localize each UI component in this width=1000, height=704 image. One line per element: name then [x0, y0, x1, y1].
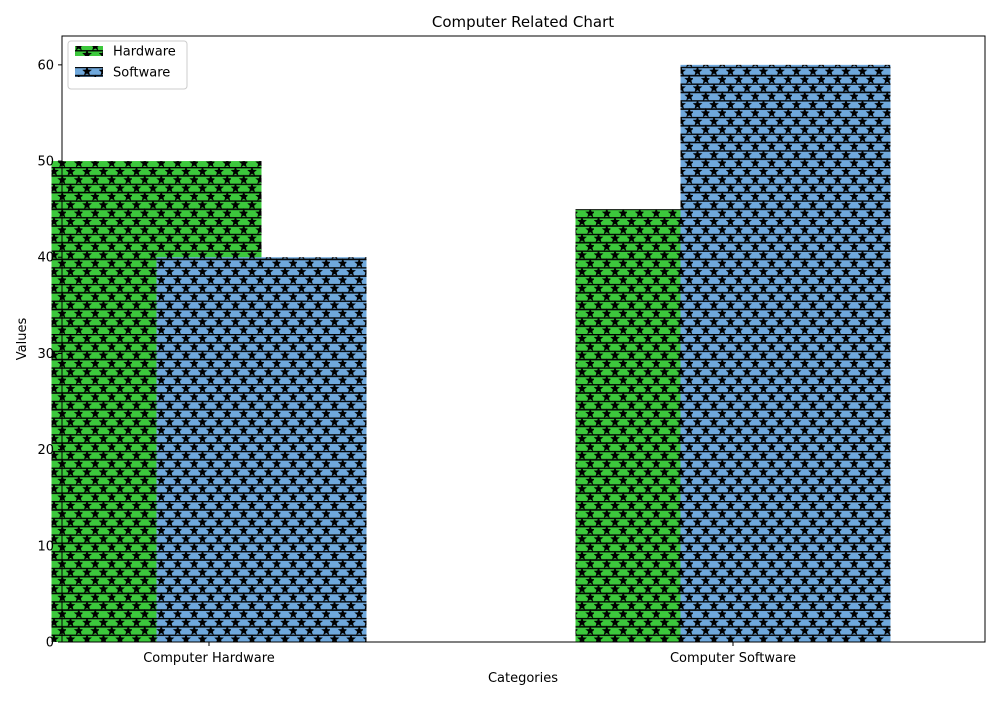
x-tick-label: Computer Hardware — [143, 651, 275, 666]
plot-frame — [61, 35, 986, 643]
y-tick-label: 30 — [37, 347, 54, 362]
y-tick-label: 10 — [37, 539, 54, 554]
y-tick-label: 20 — [37, 443, 54, 458]
y-tick-label: 40 — [37, 251, 54, 266]
y-tick-label: 0 — [46, 636, 54, 651]
x-axis: Computer Hardware Computer Software — [143, 642, 796, 666]
x-axis-label: Categories — [488, 671, 558, 686]
legend-label-software: Software — [113, 66, 170, 81]
chart-title: Computer Related Chart — [432, 13, 614, 31]
bar-software-0 — [156, 257, 367, 642]
bar-software-1 — [680, 64, 891, 643]
y-tick-label: 50 — [37, 155, 54, 170]
x-tick-label: Computer Software — [670, 651, 796, 666]
y-axis-label: Values — [15, 318, 30, 361]
legend-label-hardware: Hardware — [113, 45, 176, 60]
y-tick-label: 60 — [37, 58, 54, 73]
legend-swatch-hardware — [75, 46, 103, 56]
legend-swatch-software — [75, 67, 103, 77]
y-axis: 0 10 20 30 40 50 60 — [37, 58, 62, 651]
plot-area — [51, 64, 891, 643]
legend: Hardware Software — [67, 40, 188, 90]
